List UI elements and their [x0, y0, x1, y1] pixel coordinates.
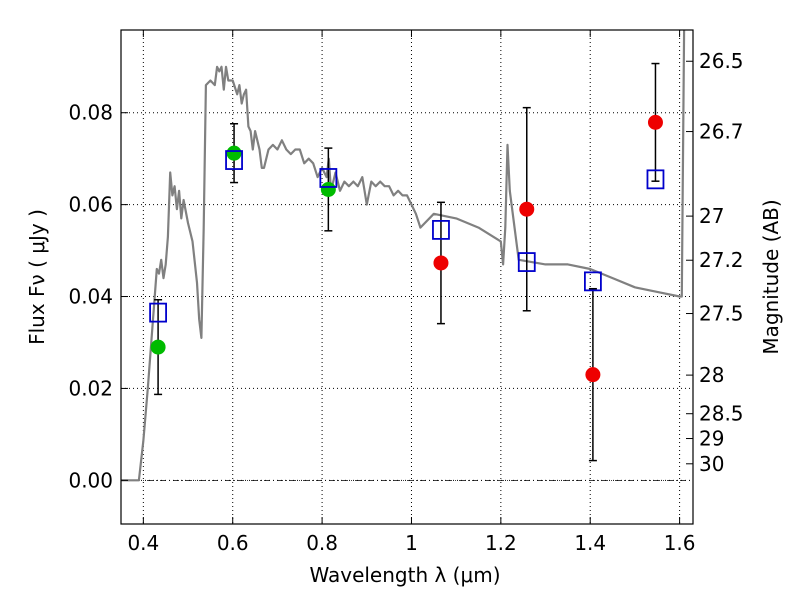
y2-tick-label: 28 [699, 363, 724, 387]
y2-tick-label: 27.2 [699, 248, 744, 272]
y2-tick-label: 26.5 [699, 49, 744, 73]
data-point [320, 181, 336, 197]
y-tick-label: 0.02 [68, 376, 113, 400]
data-point [585, 367, 601, 383]
x-tick-label: 0.6 [217, 531, 249, 555]
axis-ticks: 0.4 0.6 0.8 1 1.2 1.4 1.6 0.00 0.02 0.04 0.06 0.08 2… [68, 30, 744, 555]
y-axis-title: Flux Fν ( μJy ) [25, 209, 49, 345]
y2-tick-label: 27.5 [699, 302, 744, 326]
y2-tick-label: 29 [699, 427, 724, 451]
data-point [433, 255, 449, 271]
y2-tick-label: 30 [699, 452, 724, 476]
x-tick-label: 1.2 [485, 531, 517, 555]
data-point [519, 201, 535, 217]
y2-tick-label: 28.5 [699, 402, 744, 426]
x-tick-label: 0.8 [306, 531, 338, 555]
model-square [432, 219, 450, 240]
model-square [517, 252, 536, 272]
data-point [150, 339, 166, 355]
model-square [225, 150, 243, 170]
plot-frame [120, 29, 694, 525]
y2-axis-title: Magnitude (AB) [759, 199, 783, 354]
x-tick-label: 1.4 [574, 531, 606, 555]
model-square [646, 169, 665, 190]
model-square [319, 168, 338, 188]
y-tick-label: 0.00 [68, 468, 113, 492]
model-square [584, 271, 602, 292]
y2-tick-label: 27 [699, 204, 724, 228]
x-tick-label: 0.4 [127, 531, 159, 555]
y-tick-label: 0.04 [68, 285, 113, 309]
data-point [647, 114, 663, 130]
x-axis-title: Wavelength λ (μm) [309, 563, 500, 587]
grid-lines [121, 30, 693, 524]
x-tick-label: 1 [405, 531, 418, 555]
y-tick-label: 0.08 [68, 101, 113, 125]
y2-tick-label: 26.7 [699, 120, 744, 144]
model-square [149, 302, 167, 323]
y-tick-label: 0.06 [68, 193, 113, 217]
data-point [226, 145, 242, 161]
data-markers [149, 114, 665, 383]
x-tick-label: 1.6 [664, 531, 696, 555]
